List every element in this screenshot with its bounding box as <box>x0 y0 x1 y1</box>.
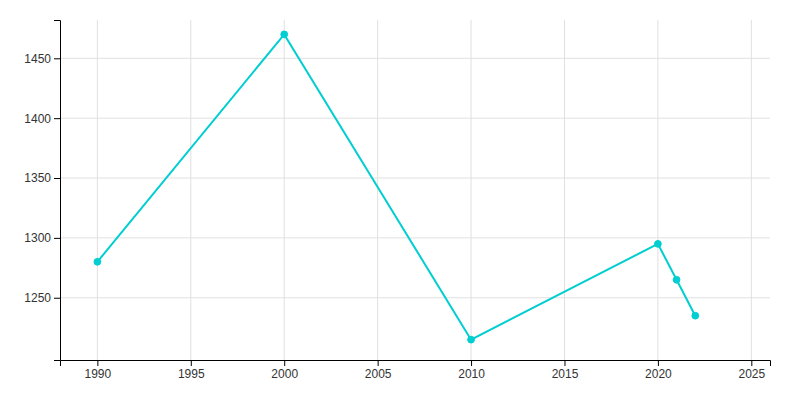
tick-label: 2000 <box>271 367 298 381</box>
tick-label: 1450 <box>24 52 51 66</box>
y-axis: 1250 1300 1350 1400 1450 <box>24 21 60 361</box>
tick: 2005 <box>365 360 392 381</box>
tick-mark <box>658 360 659 366</box>
tick-mark <box>97 360 98 366</box>
tick-mark <box>284 360 285 366</box>
tick-mark <box>378 360 379 366</box>
tick-label: 2010 <box>458 367 485 381</box>
tick-mark <box>751 360 752 366</box>
tick-mark <box>191 360 192 366</box>
tick-mark <box>54 178 60 179</box>
grid <box>60 20 770 360</box>
tick: 1995 <box>178 360 205 381</box>
x-axis: 1990 1995 2000 2005 2010 2015 2020 2025 <box>61 360 771 381</box>
tick: 2010 <box>458 360 485 381</box>
tick-label: 2020 <box>645 367 672 381</box>
point <box>673 276 680 283</box>
tick-mark <box>54 118 60 119</box>
tick-label: 2015 <box>552 367 579 381</box>
grid-line-x <box>751 20 752 360</box>
tick-label: 1300 <box>24 231 51 245</box>
tick: 2000 <box>271 360 298 381</box>
tick-label: 2005 <box>365 367 392 381</box>
marks <box>94 31 699 343</box>
tick: 1990 <box>85 360 112 381</box>
tick: 1300 <box>24 231 60 245</box>
tick-mark <box>471 360 472 366</box>
tick-mark <box>564 360 565 366</box>
line <box>97 34 695 339</box>
grid-line-y <box>60 237 770 238</box>
point <box>468 336 475 343</box>
grid-line-y <box>60 118 770 119</box>
axis-line <box>61 361 771 367</box>
grid-line-x <box>284 20 285 360</box>
tick: 1250 <box>24 291 60 305</box>
tick-mark <box>54 238 60 239</box>
tick-label: 1990 <box>85 367 112 381</box>
grid-line-x <box>657 20 658 360</box>
tick: 1400 <box>24 112 60 126</box>
tick-label: 1250 <box>24 291 51 305</box>
grid-line-y <box>60 297 770 298</box>
tick: 2025 <box>738 360 765 381</box>
tick-mark <box>54 58 60 59</box>
tick: 2015 <box>552 360 579 381</box>
tick-mark <box>54 298 60 299</box>
tick-label: 1350 <box>24 171 51 185</box>
axis-line <box>54 21 61 361</box>
grid-line-x <box>190 20 191 360</box>
chart: 1990 1995 2000 2005 2010 2015 2020 2025 1250 1300… <box>0 0 800 400</box>
point <box>692 312 699 319</box>
point <box>281 31 288 38</box>
tick-label: 1400 <box>24 112 51 126</box>
point <box>94 258 101 265</box>
grid-line-x <box>564 20 565 360</box>
point <box>655 240 662 247</box>
tick: 1350 <box>24 171 60 185</box>
grid-line-x <box>471 20 472 360</box>
grid-line-x <box>377 20 378 360</box>
tick: 2020 <box>645 360 672 381</box>
grid-line-y <box>60 58 770 59</box>
tick: 1450 <box>24 52 60 66</box>
tick-label: 2025 <box>738 367 765 381</box>
tick-label: 1995 <box>178 367 205 381</box>
grid-line-x <box>97 20 98 360</box>
